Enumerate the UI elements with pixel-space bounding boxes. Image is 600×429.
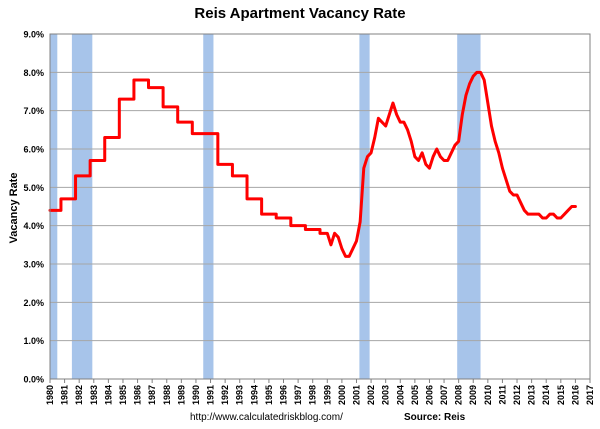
x-tick-label: 2010 bbox=[483, 385, 493, 405]
x-tick-label: 2016 bbox=[570, 385, 580, 405]
x-tick-label: 1999 bbox=[322, 385, 332, 405]
x-tick-label: 2013 bbox=[527, 385, 537, 405]
x-tick-label: 1993 bbox=[235, 385, 245, 405]
x-tick-label: 2006 bbox=[424, 385, 434, 405]
y-tick-label: 6.0% bbox=[23, 145, 44, 155]
plot-border bbox=[49, 33, 591, 380]
x-tick-label: 2009 bbox=[468, 385, 478, 405]
vacancy-rate-line bbox=[48, 70, 577, 258]
recession-band bbox=[359, 34, 370, 379]
x-tick-label: 1982 bbox=[74, 385, 84, 405]
x-tick-label: 2008 bbox=[454, 385, 464, 405]
x-tick-label: 1994 bbox=[249, 385, 259, 405]
x-tick-label: 2017 bbox=[585, 385, 595, 405]
x-tick-label: 2012 bbox=[512, 385, 522, 405]
x-tick-label: 1990 bbox=[191, 385, 201, 405]
x-tick-label: 1995 bbox=[264, 385, 274, 405]
x-tick-label: 2005 bbox=[410, 385, 420, 405]
plot-background bbox=[50, 34, 590, 379]
x-tick-labels: 1980 1981 1982 1983 1984 1985 1986 1987 1988 1989… bbox=[45, 379, 595, 405]
x-tick-label: 1980 bbox=[45, 385, 55, 405]
x-tick-label: 1989 bbox=[176, 385, 186, 405]
y-tick-labels: 0.0% 1.0% 2.0% 3.0% 4.0% 5.0% 6.0% 7.0% 8.0% 9.0% bbox=[23, 30, 44, 385]
x-tick-label: 2014 bbox=[541, 385, 551, 405]
x-tick-label: 1996 bbox=[279, 385, 289, 405]
y-tick-label: 4.0% bbox=[23, 221, 44, 231]
x-tick-label: 1986 bbox=[133, 385, 143, 405]
x-tick-label: 2015 bbox=[556, 385, 566, 405]
x-tick-label: 1985 bbox=[118, 385, 128, 405]
y-tick-label: 3.0% bbox=[23, 260, 44, 270]
y-tick-label: 1.0% bbox=[23, 336, 44, 346]
x-tick-label: 1983 bbox=[89, 385, 99, 405]
y-tick-label: 2.0% bbox=[23, 298, 44, 308]
y-tick-label: 5.0% bbox=[23, 183, 44, 193]
y-tick-label: 9.0% bbox=[23, 30, 44, 40]
source-credit: Source: Reis bbox=[404, 412, 466, 423]
x-tick-label: 2002 bbox=[366, 385, 376, 405]
gridlines bbox=[50, 71, 590, 342]
recession-bands bbox=[50, 34, 481, 379]
x-tick-label: 2011 bbox=[497, 385, 507, 405]
x-tick-label: 1988 bbox=[162, 385, 172, 405]
y-tick-label: 8.0% bbox=[23, 68, 44, 78]
x-tick-label: 2003 bbox=[381, 385, 391, 405]
x-tick-label: 1992 bbox=[220, 385, 230, 405]
x-tick-label: 2007 bbox=[439, 385, 449, 405]
x-tick-label: 2000 bbox=[337, 385, 347, 405]
x-tick-label: 1991 bbox=[206, 385, 216, 405]
x-tick-label: 1997 bbox=[293, 385, 303, 405]
x-tick-label: 1987 bbox=[147, 385, 157, 405]
x-tick-label: 1998 bbox=[308, 385, 318, 405]
chart-title: Reis Apartment Vacancy Rate bbox=[194, 5, 406, 22]
x-tick-label: 2004 bbox=[395, 385, 405, 405]
recession-band bbox=[50, 34, 58, 379]
y-tick-label: 0.0% bbox=[23, 375, 44, 385]
x-tick-label: 1984 bbox=[103, 385, 113, 405]
recession-band bbox=[71, 34, 93, 379]
series-lines bbox=[48, 70, 577, 258]
recession-band bbox=[203, 34, 214, 379]
y-tick-label: 7.0% bbox=[23, 106, 44, 116]
x-tick-label: 1981 bbox=[60, 385, 70, 405]
x-tick-label: 2001 bbox=[351, 385, 361, 405]
source-url[interactable]: http://www.calculatedriskblog.com/ bbox=[190, 412, 343, 423]
